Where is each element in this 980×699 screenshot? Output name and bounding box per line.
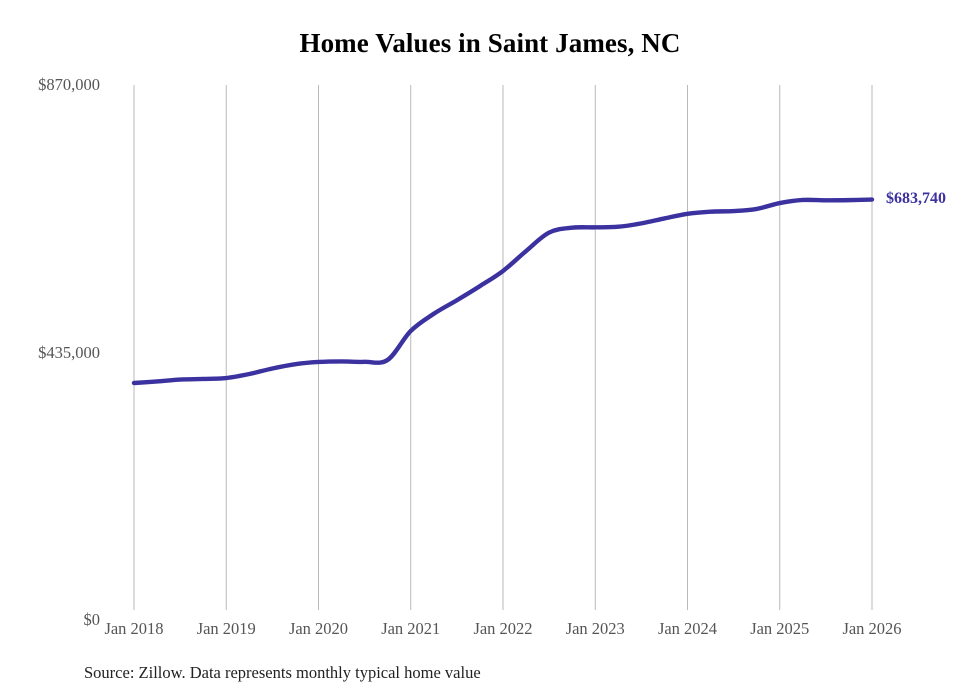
x-axis-tick-label: Jan 2026 [842,619,902,638]
chart-title: Home Values in Saint James, NC [299,28,681,58]
y-axis-tick-label: $0 [83,610,101,629]
gridlines [133,85,873,610]
x-axis-tick-label: Jan 2025 [750,619,810,638]
x-axis-tick-label: Jan 2018 [104,619,164,638]
y-axis-tick-label: $435,000 [38,342,100,362]
series-path [131,197,875,386]
x-axis-tick-label: Jan 2023 [565,619,625,638]
x-axis-tick-label: Jan 2020 [288,619,349,638]
x-axis-tick-label: Jan 2019 [196,619,256,638]
y-axis-tick-label: $870,000 [38,75,100,94]
x-axis-tick-label: Jan 2022 [473,619,533,638]
x-axis-tick-label: Jan 2021 [381,619,441,638]
x-axis-tick-label: Jan 2024 [657,619,718,638]
source-note: Source: Zillow. Data represents monthly … [84,663,481,682]
end-value-annotation: $683,740 [886,189,946,207]
data-series-line [131,197,875,386]
